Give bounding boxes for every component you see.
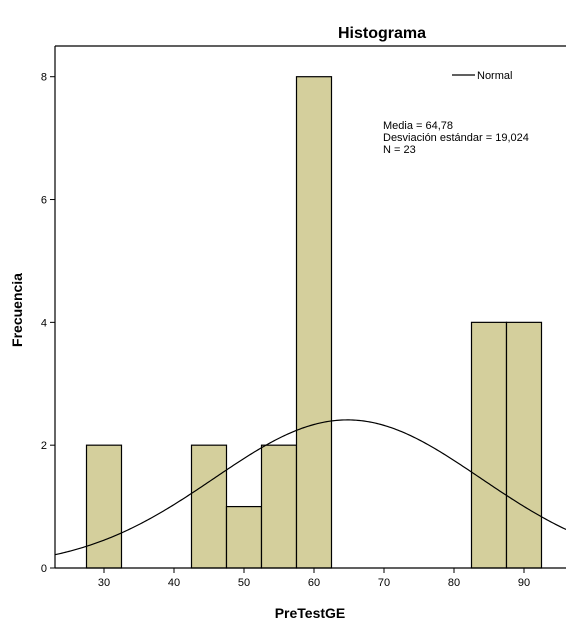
histogram-bar [260, 444, 298, 569]
chart-title: Histograma [338, 25, 426, 42]
legend-label: Normal [477, 70, 512, 82]
normal-curve [54, 419, 566, 556]
histogram-bar [295, 76, 333, 569]
y-axis-label: Frecuencia [9, 273, 25, 347]
x-tick-label: 30 [98, 577, 110, 589]
x-tick-label: 60 [308, 577, 320, 589]
y-tick-label: 6 [41, 195, 47, 207]
stats-mean: Media = 64,78 [383, 120, 453, 132]
histogram-bar [190, 444, 228, 569]
plot-area: 0 2 4 6 8 30 40 50 60 70 80 90 [41, 45, 566, 589]
histogram-bar [225, 505, 263, 569]
x-tick-label: 80 [448, 577, 460, 589]
legend: Normal [452, 70, 512, 82]
y-tick-label: 8 [41, 72, 47, 84]
histogram-bar [505, 321, 543, 569]
x-tick-label: 40 [168, 577, 180, 589]
x-tick-label: 50 [238, 577, 250, 589]
stats-box: Media = 64,78 Desviación estándar = 19,0… [383, 120, 529, 156]
x-axis-label: PreTestGE [275, 605, 346, 621]
y-tick-label: 2 [41, 440, 47, 452]
y-tick-label: 0 [41, 563, 47, 575]
y-tick-label: 4 [41, 317, 47, 329]
stats-n: N = 23 [383, 144, 416, 156]
histogram-bar [470, 321, 508, 569]
x-tick-label: 90 [518, 577, 530, 589]
x-tick-label: 70 [378, 577, 390, 589]
histogram-bar [85, 444, 123, 569]
stats-sd: Desviación estándar = 19,024 [383, 132, 529, 144]
